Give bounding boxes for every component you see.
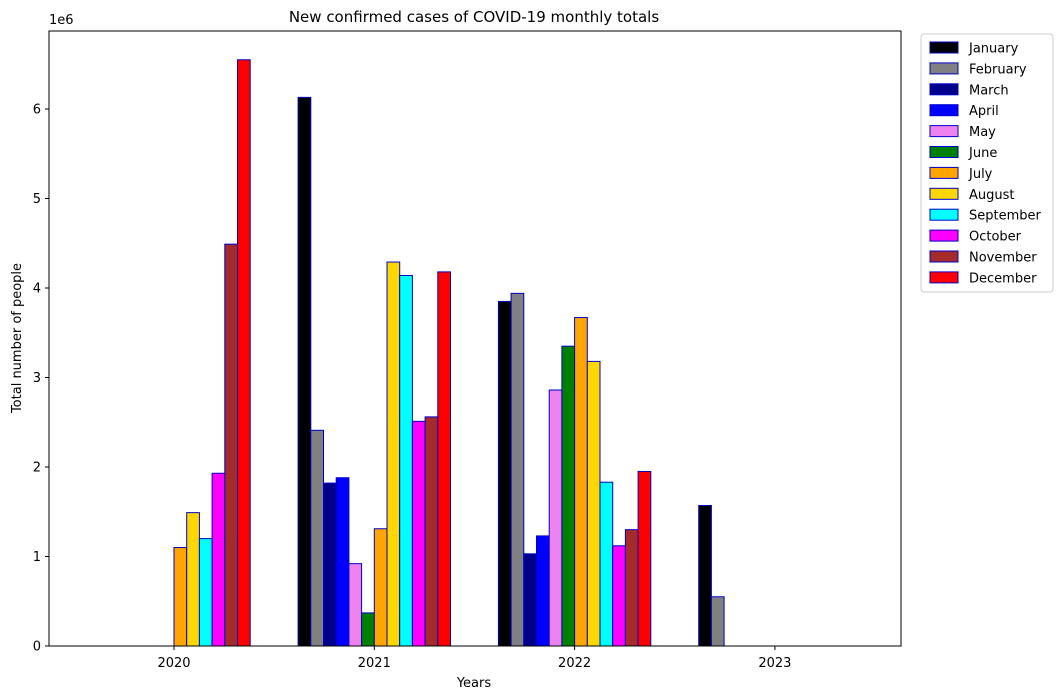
legend-swatch-february [929, 62, 959, 75]
y-tick-label: 4 [33, 282, 41, 297]
legend-label-january: January [968, 42, 1019, 57]
bar-october-2020 [211, 472, 226, 647]
bar-may-2021 [348, 563, 363, 647]
legend-label-june: June [968, 146, 997, 161]
bar-october-2022 [612, 545, 626, 647]
bar-march-2021 [323, 482, 337, 647]
bar-july-2021 [373, 528, 388, 647]
bar-january-2021 [297, 96, 312, 647]
x-axis-label: Years [456, 676, 492, 691]
bar-june-2021 [361, 612, 375, 647]
legend-swatch-august [929, 187, 959, 200]
x-tick-label: 2022 [558, 656, 591, 671]
y-axis: 0 1 2 3 4 5 6 [33, 103, 49, 655]
legend-label-february: February [969, 62, 1027, 77]
bar-december-2020 [237, 59, 251, 647]
legend-swatch-november [929, 250, 959, 263]
bar-november-2021 [424, 416, 439, 647]
bars-group [173, 59, 725, 647]
legend-label-november: November [969, 251, 1037, 266]
bar-november-2020 [224, 243, 239, 647]
legend-label-september: September [969, 209, 1042, 224]
y-tick-label: 1 [33, 550, 41, 565]
legend-label-october: October [969, 230, 1022, 245]
y-axis-offset-label: 1e6 [49, 13, 74, 28]
bar-july-2020 [173, 547, 188, 647]
legend-label-august: August [969, 188, 1015, 203]
bar-august-2022 [586, 360, 601, 647]
legend-label-december: December [969, 271, 1037, 286]
legend-label-may: May [969, 125, 996, 140]
legend-label-april: April [969, 104, 999, 119]
legend-label-july: July [968, 167, 993, 182]
legend-swatch-april [929, 104, 959, 117]
chart-title: New confirmed cases of COVID-19 monthly … [289, 8, 660, 26]
bar-march-2022 [523, 553, 537, 647]
bar-april-2021 [335, 477, 350, 647]
x-tick-label: 2020 [157, 656, 190, 671]
legend-swatch-january [929, 41, 959, 54]
x-tick-label: 2021 [358, 656, 391, 671]
bar-february-2021 [310, 429, 324, 647]
bar-february-2023 [710, 596, 725, 647]
legend-swatch-july [929, 166, 959, 179]
bar-december-2022 [637, 470, 652, 647]
bar-september-2020 [198, 538, 213, 647]
legend-swatch-october [929, 229, 959, 242]
bar-september-2022 [599, 481, 614, 647]
bar-july-2022 [574, 317, 588, 647]
y-axis-label: Total number of people [10, 263, 25, 414]
bar-may-2022 [548, 389, 563, 647]
x-axis: 2020 2021 2022 2023 [157, 646, 791, 671]
y-tick-label: 3 [33, 371, 41, 386]
legend-swatch-june [929, 146, 959, 158]
y-tick-label: 2 [33, 461, 41, 476]
bar-june-2022 [561, 345, 576, 647]
bar-august-2020 [186, 512, 200, 647]
bar-september-2021 [399, 274, 413, 647]
bar-february-2022 [510, 292, 525, 647]
bar-april-2022 [536, 535, 550, 647]
legend: January February March April May June July Augu… [920, 33, 1054, 293]
x-tick-label: 2023 [758, 656, 791, 671]
y-tick-label: 5 [33, 192, 41, 207]
legend-swatch-march [929, 83, 959, 96]
bar-october-2021 [411, 420, 426, 647]
bar-january-2022 [497, 300, 512, 647]
legend-frame [920, 33, 1054, 293]
bar-december-2021 [437, 271, 451, 647]
y-tick-label: 6 [33, 103, 41, 118]
plot-area-frame [48, 30, 902, 647]
legend-swatch-december [929, 271, 959, 284]
y-tick-label: 0 [33, 640, 41, 655]
bar-august-2021 [386, 261, 401, 647]
legend-swatch-september [929, 208, 959, 221]
legend-swatch-may [929, 125, 959, 138]
bar-november-2022 [624, 529, 639, 647]
legend-label-march: March [969, 83, 1009, 98]
bar-january-2023 [698, 504, 712, 647]
